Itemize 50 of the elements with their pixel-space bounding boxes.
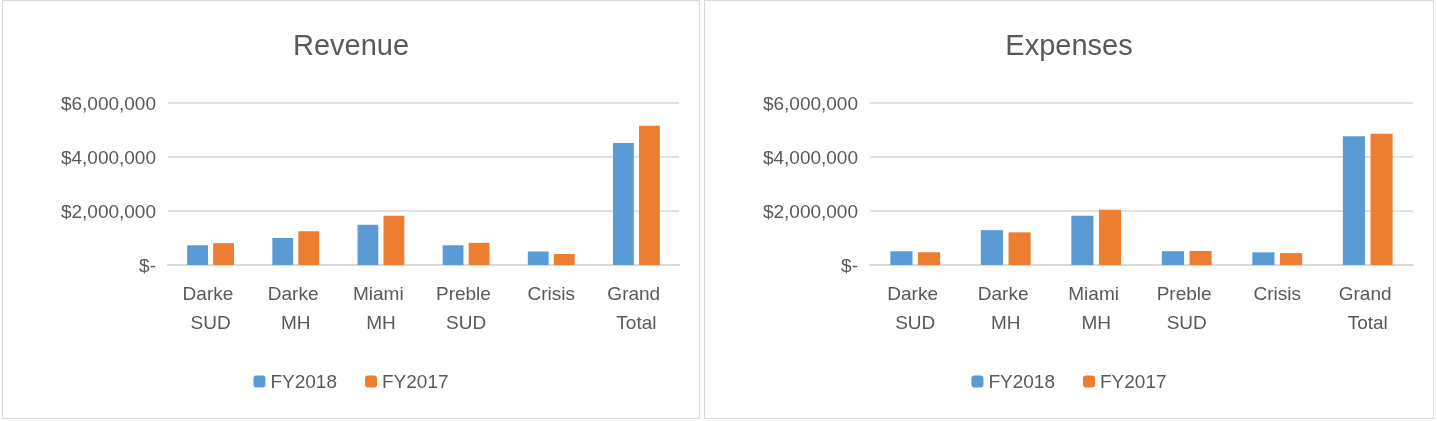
bar: [1342, 136, 1365, 265]
y-tick-label: $-: [841, 254, 858, 276]
x-tick-label: Darke MH: [267, 283, 324, 333]
bar: [1008, 232, 1031, 265]
bar: [1280, 253, 1303, 265]
x-tick-label: Darke SUD: [887, 283, 944, 333]
bar: [1252, 252, 1275, 265]
bar: [980, 230, 1003, 265]
y-tick-label: $4,000,000: [60, 146, 156, 168]
y-tick-label: $6,000,000: [60, 92, 156, 114]
chart-title: Revenue: [292, 28, 410, 61]
x-tick-label: Grand Total: [1338, 283, 1397, 333]
bar: [527, 251, 549, 265]
bar: [187, 245, 208, 265]
x-tick-label: Miami MH: [1068, 283, 1125, 333]
bar: [918, 252, 941, 265]
y-tick-label: $2,000,000: [762, 200, 858, 222]
legend-label: FY2018: [988, 371, 1055, 392]
bar: [1189, 250, 1212, 265]
bar: [639, 125, 660, 265]
y-tick-label: $6,000,000: [762, 92, 858, 114]
bar: [1370, 133, 1393, 265]
bar: [272, 238, 294, 265]
bar: [442, 245, 464, 265]
bar: [468, 242, 490, 265]
x-tick-label: Grand Total: [607, 283, 666, 333]
x-tick-label: Darke SUD: [182, 283, 239, 333]
y-tick-label: $4,000,000: [762, 146, 858, 168]
y-tick-label: $-: [139, 254, 156, 276]
x-tick-label: Crisis: [1253, 283, 1301, 304]
bar: [1161, 251, 1184, 265]
x-tick-label: Crisis: [527, 283, 575, 304]
legend-label: FY2018: [270, 371, 337, 392]
bar: [613, 142, 634, 265]
bar: [213, 243, 234, 265]
bar: [357, 224, 379, 265]
x-tick-label: Darke MH: [977, 283, 1034, 333]
bar: [890, 251, 913, 265]
bar: [1071, 215, 1094, 265]
chart-title: Expenses: [1005, 28, 1133, 61]
x-tick-label: Preble SUD: [435, 283, 497, 333]
legend-label: FY2017: [382, 371, 449, 392]
bar: [553, 253, 575, 265]
bar: [1099, 209, 1122, 265]
bar: [383, 215, 405, 265]
bar: [298, 231, 320, 265]
legend-label: FY2017: [1100, 371, 1167, 392]
x-tick-label: Preble SUD: [1156, 283, 1217, 333]
x-tick-label: Miami MH: [352, 283, 409, 333]
y-tick-label: $2,000,000: [60, 200, 156, 222]
